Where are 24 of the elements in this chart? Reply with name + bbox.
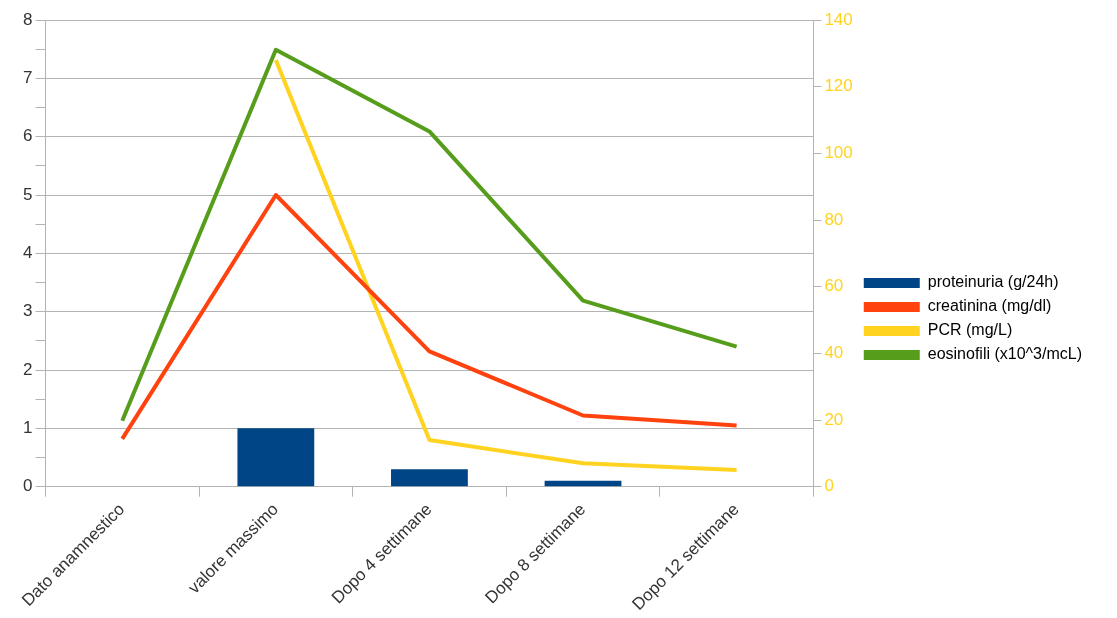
y-tick-label: 7 [22,68,33,88]
y-tick-label: 2 [22,359,33,379]
y-tick-label: 4 [22,243,33,263]
y-tick-label: 6 [22,126,33,146]
y2-tick-label: 100 [824,143,853,163]
y-tick-label: 5 [22,184,33,204]
y2-tick-label: 0 [824,476,834,496]
y2-tick-label: 40 [824,343,844,363]
bar [544,480,622,487]
y2-tick-label: 20 [824,409,844,429]
legend-label: eosinofili (x10^3/mcL) [927,345,1082,363]
y2-tick-label: 80 [824,209,844,229]
y-tick-label: 1 [22,418,33,438]
y2-tick-label: 140 [824,9,853,29]
y-tick-label: 8 [22,9,33,29]
y-tick-label: 0 [22,476,33,496]
y2-tick-label: 60 [824,276,844,296]
y2-tick-label: 120 [824,76,853,96]
y-tick-label: 3 [22,301,33,321]
bar [237,428,315,487]
legend-label: PCR (mg/L) [927,321,1013,339]
legend-label: proteinuria (g/24h) [927,273,1059,291]
bar [391,469,468,487]
legend-label: creatinina (mg/dl) [927,297,1052,315]
